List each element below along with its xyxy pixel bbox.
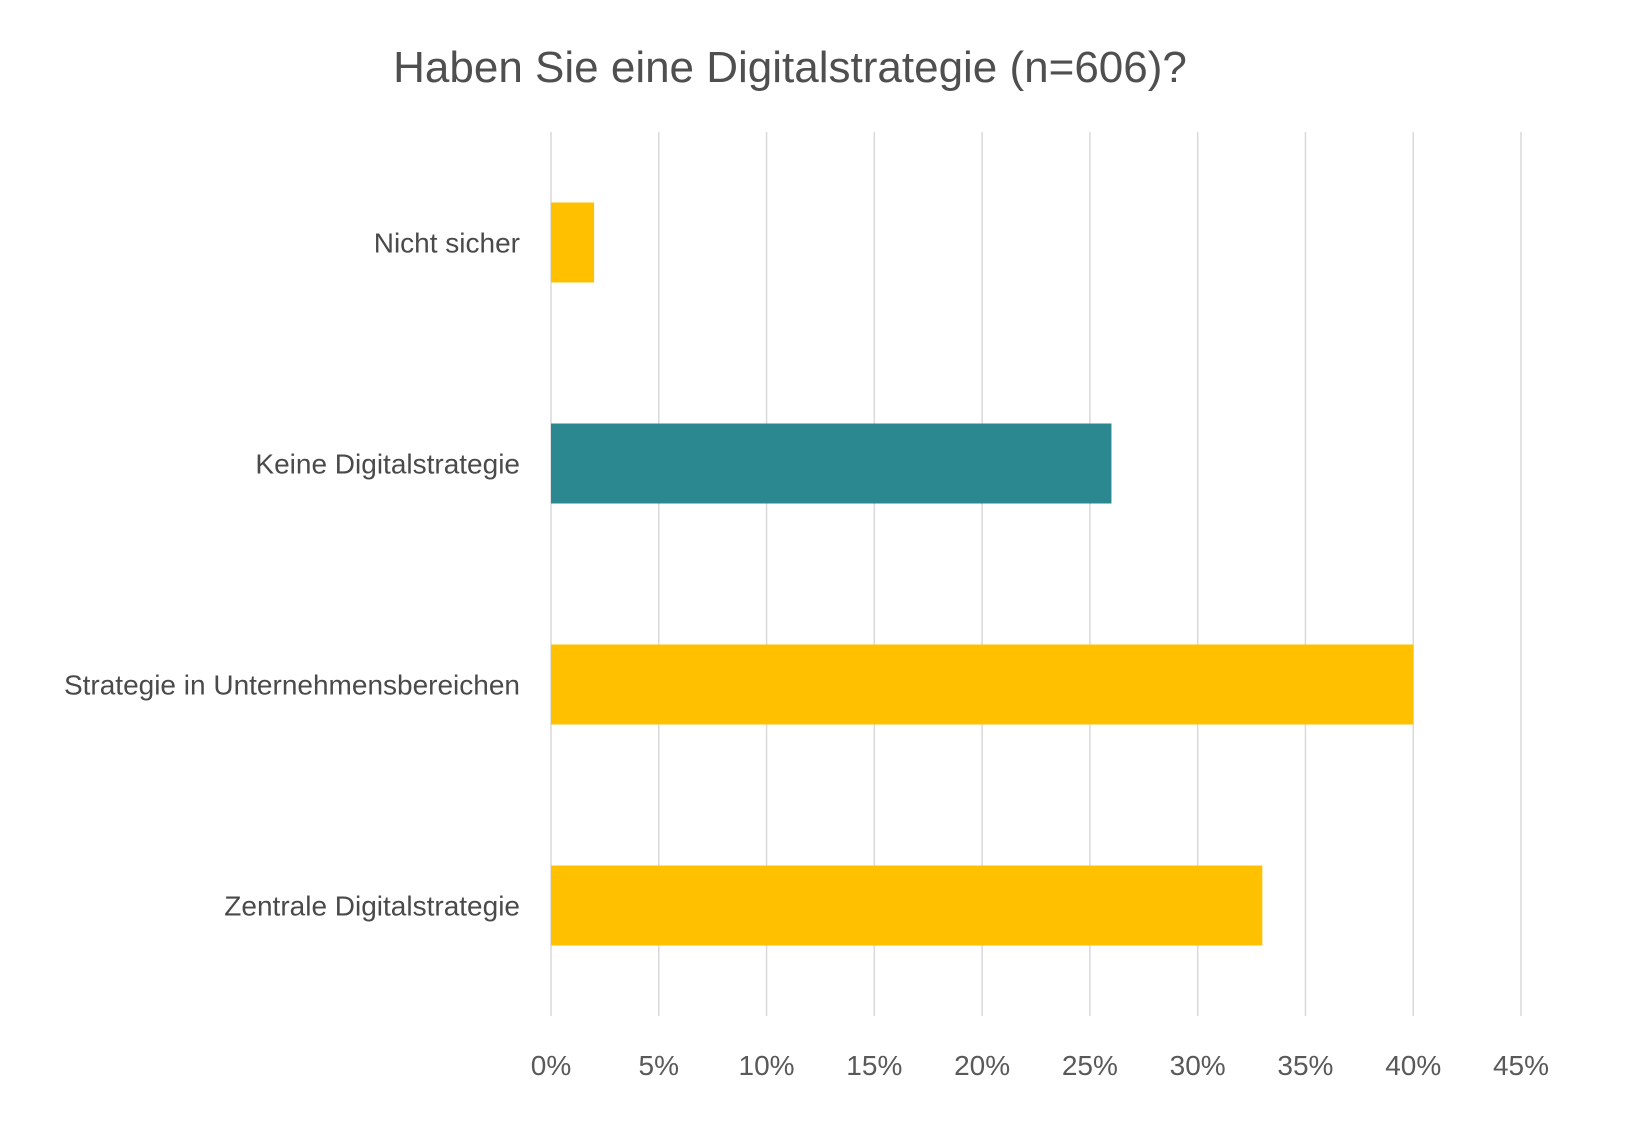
category-label: Nicht sicher [374, 228, 520, 259]
x-tick-labels: 0% 5% 10% 15% 20% 25% 30% 35% 40% 45% [531, 1050, 1549, 1081]
x-tick-label: 30% [1170, 1050, 1226, 1081]
x-tick-label: 20% [954, 1050, 1010, 1081]
x-tick-label: 40% [1385, 1050, 1441, 1081]
x-tick-label: 35% [1277, 1050, 1333, 1081]
bar [551, 203, 594, 283]
chart-title: Haben Sie eine Digitalstrategie (n=606)? [393, 43, 1187, 92]
x-tick-label: 25% [1062, 1050, 1118, 1081]
x-tick-label: 15% [846, 1050, 902, 1081]
bar [551, 866, 1262, 946]
x-tick-label: 45% [1493, 1050, 1549, 1081]
chart-canvas: Haben Sie eine Digitalstrategie (n=606)?… [0, 0, 1635, 1125]
bar [551, 424, 1111, 504]
category-label: Keine Digitalstrategie [255, 449, 520, 480]
category-label: Strategie in Unternehmensbereichen [64, 670, 520, 701]
category-label: Zentrale Digitalstrategie [224, 891, 520, 922]
bar [551, 645, 1413, 725]
x-tick-label: 5% [639, 1050, 679, 1081]
bar-chart: Haben Sie eine Digitalstrategie (n=606)?… [0, 0, 1635, 1125]
x-tick-label: 10% [739, 1050, 795, 1081]
category-labels: Nicht sicher Keine Digitalstrategie Strate… [64, 228, 520, 922]
x-tick-label: 0% [531, 1050, 571, 1081]
